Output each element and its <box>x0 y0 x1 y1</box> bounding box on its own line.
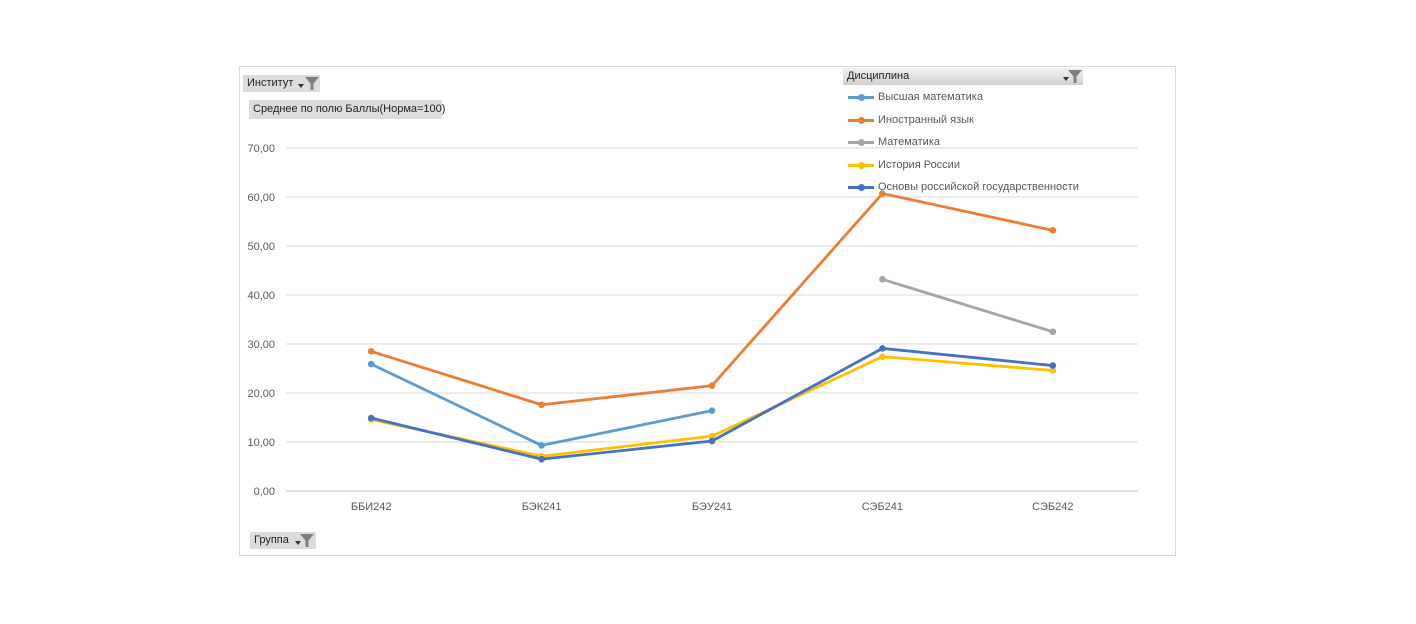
legend-marker <box>858 116 865 124</box>
y-tick-label: 40,00 <box>247 290 275 302</box>
y-tick-label: 30,00 <box>247 339 275 351</box>
data-point <box>1049 328 1057 336</box>
data-point <box>708 382 716 389</box>
x-tick-label: СЭБ241 <box>862 501 903 513</box>
legend-swatch <box>848 116 874 124</box>
data-point <box>367 414 375 422</box>
filter-icon <box>300 534 314 547</box>
filter-icon <box>1068 70 1082 83</box>
legend-item: Основы российской государственности <box>848 179 1079 202</box>
y-tick-label: 60,00 <box>247 192 275 204</box>
data-point <box>538 442 545 449</box>
data-point <box>538 455 545 463</box>
institute-filter-label: Институт <box>247 77 294 89</box>
x-tick-label: БЭУ241 <box>692 501 732 513</box>
filter-icon <box>305 77 319 90</box>
data-point <box>708 407 716 414</box>
legend-marker <box>858 184 865 191</box>
legend-label: Иностранный язык <box>878 113 974 126</box>
x-tick-label: ББИ242 <box>351 501 392 513</box>
data-point <box>1049 367 1057 374</box>
data-point <box>879 190 886 197</box>
data-point <box>879 276 886 283</box>
legend-field-label: Дисциплина <box>847 70 910 82</box>
data-point <box>367 348 375 355</box>
data-point <box>708 437 716 445</box>
value-field-label: Среднее по полю Баллы(Норма=100) <box>253 103 446 115</box>
data-point <box>538 401 545 409</box>
chevron-down-icon <box>295 541 301 545</box>
legend-label: История России <box>878 158 960 171</box>
y-tick-label: 20,00 <box>247 388 275 400</box>
x-tick-label: СЭБ242 <box>1032 501 1073 513</box>
legend-marker <box>858 94 865 101</box>
legend-item: История России <box>848 157 1079 180</box>
value-field-button[interactable]: Среднее по полю Баллы(Норма=100) <box>249 100 446 119</box>
legend-label: Высшая математика <box>878 91 983 103</box>
data-point <box>708 432 716 440</box>
x-tick-label: БЭК241 <box>522 501 562 513</box>
legend-item: Математика <box>848 134 1079 157</box>
legend-label: Математика <box>878 136 940 148</box>
legend-swatch <box>848 139 874 146</box>
chart-legend: Высшая математика Иностранный язык Математ… <box>848 89 1079 202</box>
legend-field-button[interactable]: Дисциплина <box>843 68 1083 85</box>
y-tick-label: 50,00 <box>247 241 275 253</box>
legend-item: Иностранный язык <box>848 112 1079 135</box>
legend-swatch <box>848 94 874 101</box>
data-point <box>1049 227 1057 234</box>
legend-item: Высшая математика <box>848 89 1079 112</box>
legend-label: Основы российской государственности <box>878 181 1079 193</box>
group-filter-label: Группа <box>254 534 289 546</box>
group-filter-button[interactable]: Группа <box>250 532 316 549</box>
data-point <box>879 345 886 352</box>
legend-marker <box>858 161 865 169</box>
legend-swatch <box>848 184 874 191</box>
y-tick-label: 70,00 <box>247 143 275 155</box>
data-point <box>367 360 375 368</box>
y-tick-label: 0,00 <box>254 486 275 498</box>
institute-filter-button[interactable]: Институт <box>243 75 320 92</box>
legend-marker <box>858 139 865 146</box>
legend-swatch <box>848 161 874 169</box>
y-tick-label: 10,00 <box>247 437 275 449</box>
data-point <box>1049 362 1057 369</box>
series-line <box>881 277 1055 334</box>
chevron-down-icon <box>298 84 304 88</box>
chevron-down-icon <box>1063 77 1069 81</box>
data-point <box>879 353 886 361</box>
